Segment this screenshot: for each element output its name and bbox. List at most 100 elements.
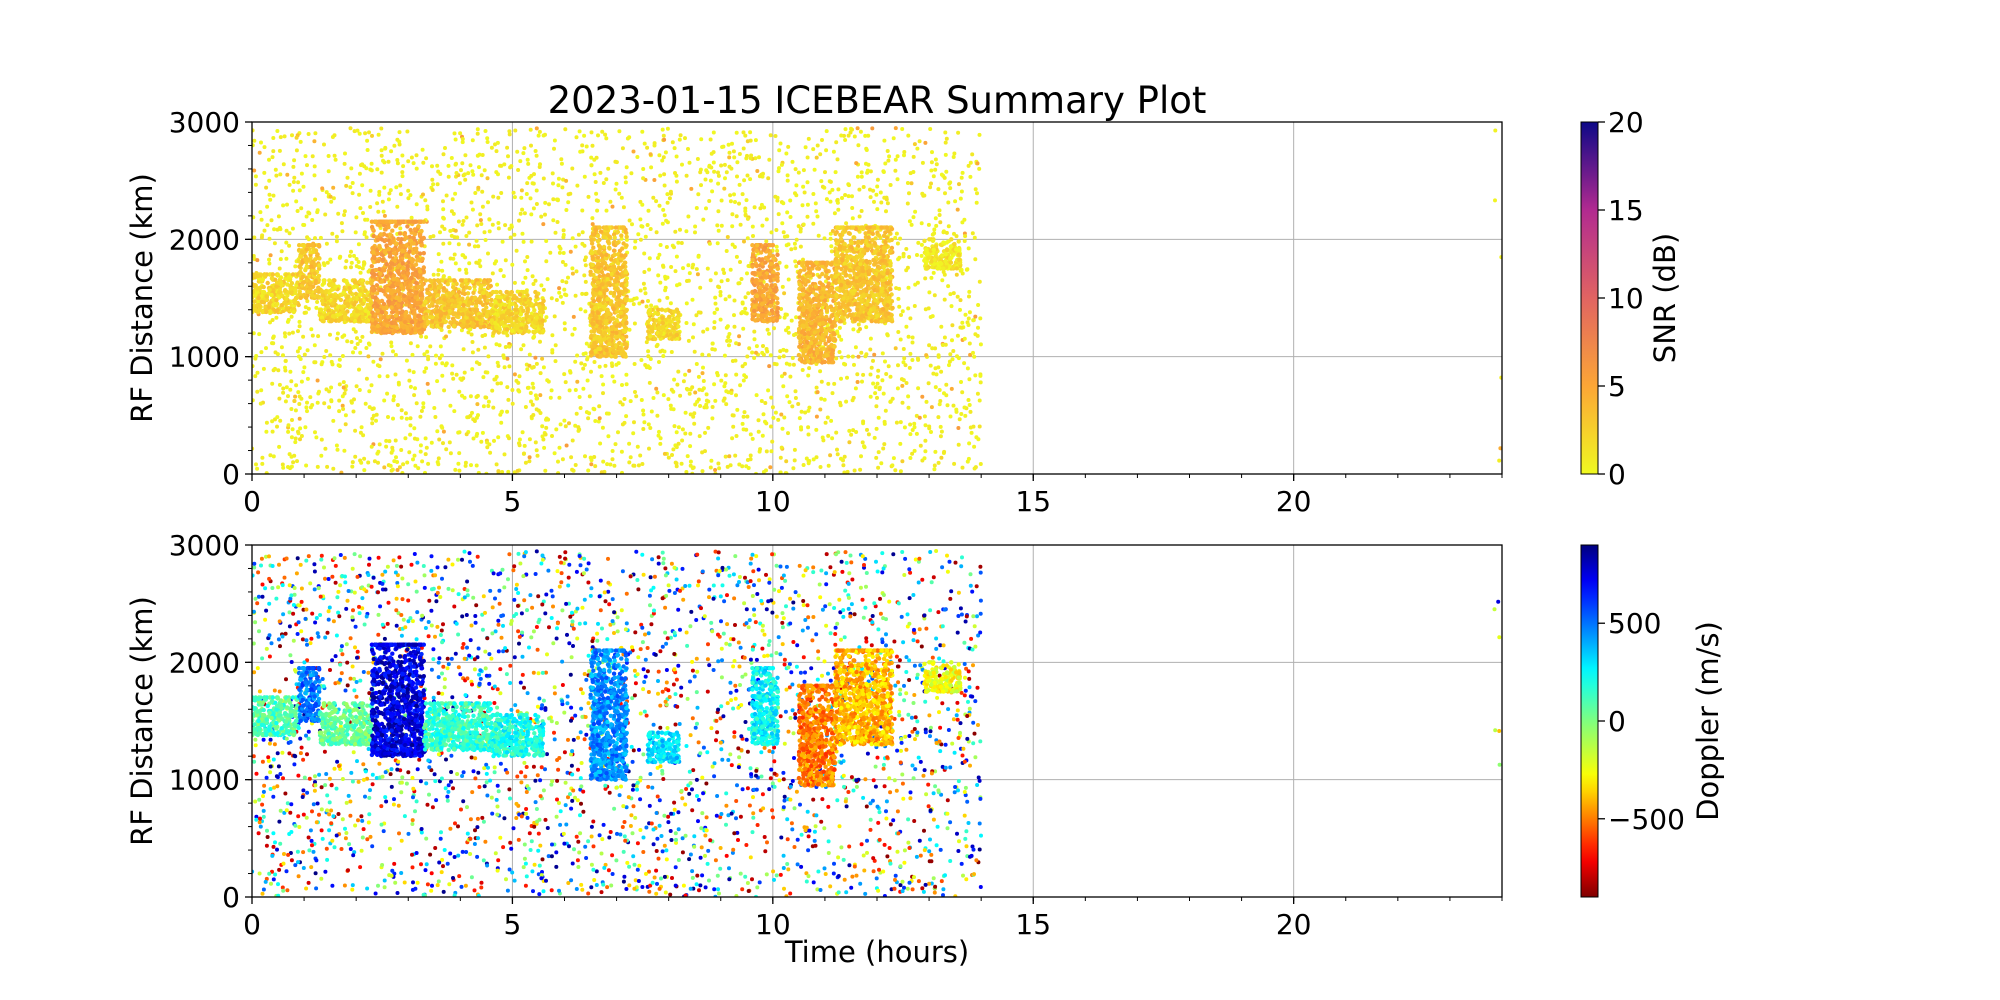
noise-point <box>727 294 732 299</box>
noise-point <box>635 155 640 159</box>
noise-point <box>457 451 462 456</box>
noise-point <box>398 192 403 197</box>
noise-point <box>874 455 879 460</box>
noise-point <box>850 127 854 132</box>
noise-point <box>649 303 654 308</box>
echo-point <box>405 295 411 300</box>
noise-point <box>409 215 414 220</box>
noise-point <box>449 209 454 214</box>
echo-point <box>481 290 486 296</box>
noise-point <box>959 380 963 384</box>
noise-point <box>957 417 962 422</box>
noise-point <box>694 313 699 318</box>
noise-point <box>820 305 825 310</box>
noise-point <box>777 148 782 153</box>
noise-point <box>495 140 500 145</box>
noise-point <box>423 436 428 441</box>
noise-point <box>543 200 548 205</box>
noise-point <box>610 449 615 453</box>
noise-point <box>529 143 533 148</box>
noise-point <box>928 185 933 190</box>
noise-point <box>674 464 679 469</box>
noise-point <box>574 269 579 274</box>
noise-point <box>740 464 745 469</box>
noise-point <box>868 394 873 399</box>
noise-point <box>265 223 270 228</box>
noise-point <box>850 206 855 210</box>
noise-point <box>297 346 302 351</box>
noise-point <box>888 374 893 379</box>
noise-point <box>486 399 491 404</box>
noise-point <box>773 410 778 415</box>
noise-point <box>325 464 330 469</box>
noise-point <box>302 365 307 370</box>
noise-point <box>665 275 670 280</box>
noise-point <box>610 374 615 379</box>
noise-point <box>281 465 286 470</box>
noise-point <box>324 190 329 195</box>
noise-point <box>270 318 275 322</box>
noise-point <box>681 266 685 271</box>
noise-point <box>924 399 929 404</box>
noise-point <box>643 234 648 239</box>
noise-point <box>259 217 264 222</box>
noise-point <box>550 171 555 176</box>
echo-point <box>446 324 451 330</box>
noise-point <box>917 415 922 420</box>
noise-point <box>568 370 573 375</box>
noise-point <box>400 471 405 474</box>
noise-point <box>564 443 569 448</box>
noise-point <box>466 330 471 335</box>
noise-point <box>694 206 699 210</box>
noise-point <box>436 252 441 257</box>
noise-point <box>893 157 898 162</box>
noise-point <box>927 424 932 429</box>
noise-point <box>685 454 690 459</box>
noise-point <box>636 463 641 468</box>
noise-point <box>510 262 515 267</box>
noise-point <box>893 168 898 173</box>
echo-point <box>424 314 429 320</box>
noise-point <box>382 185 387 190</box>
noise-point <box>727 164 732 169</box>
noise-point <box>435 182 440 187</box>
noise-point <box>261 366 266 371</box>
noise-point <box>884 209 888 214</box>
noise-point <box>289 379 294 384</box>
noise-point <box>524 192 529 196</box>
echo-point <box>418 219 423 224</box>
noise-point <box>938 424 943 429</box>
noise-point <box>538 162 542 167</box>
noise-point <box>275 415 280 420</box>
noise-point <box>463 463 468 468</box>
noise-point <box>828 199 833 204</box>
noise-point <box>762 205 767 210</box>
noise-point <box>575 183 580 188</box>
noise-point <box>610 457 615 462</box>
noise-point <box>872 199 876 204</box>
noise-point <box>843 138 848 142</box>
noise-point <box>487 217 492 222</box>
noise-point <box>421 405 426 410</box>
noise-point <box>657 153 662 158</box>
noise-point <box>268 197 273 202</box>
noise-point <box>890 463 895 468</box>
noise-point <box>842 454 847 459</box>
noise-point <box>579 361 584 366</box>
noise-point <box>705 327 710 332</box>
noise-point <box>446 174 451 179</box>
noise-point <box>358 350 363 355</box>
noise-point <box>947 363 951 368</box>
noise-point <box>550 348 555 353</box>
noise-point <box>712 169 717 174</box>
noise-point <box>612 463 617 468</box>
noise-point <box>843 193 848 197</box>
noise-point <box>730 413 735 418</box>
noise-point <box>475 131 480 136</box>
noise-point <box>943 191 947 196</box>
noise-point <box>933 216 938 221</box>
noise-point <box>933 346 938 351</box>
noise-point <box>483 238 488 242</box>
noise-point <box>319 437 324 442</box>
noise-point <box>335 336 340 341</box>
